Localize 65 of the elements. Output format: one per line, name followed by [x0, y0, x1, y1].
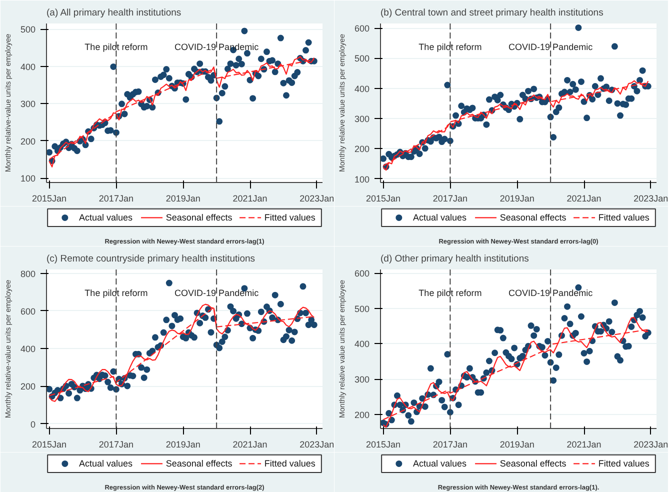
- y-tick-label: 200: [354, 144, 370, 154]
- y-tick-label: 200: [20, 382, 36, 392]
- x-tick-label: 2021Jan: [232, 194, 268, 204]
- chart-title: (c) Remote countryside primary health institutions: [46, 254, 256, 264]
- x-tick-label: 2017Jan: [98, 440, 134, 450]
- x-tick-label: 2021Jan: [566, 194, 602, 204]
- y-tick-label: 300: [20, 99, 36, 110]
- y-tick-label: 400: [20, 344, 36, 354]
- ref-line-label: COVID-19 Pandemic: [174, 288, 260, 298]
- legend-label: Actual values: [78, 212, 134, 223]
- x-tick-label: 2015Jan: [32, 440, 67, 450]
- y-tick-label: 600: [354, 24, 370, 34]
- x-tick-label: 2015Jan: [366, 440, 401, 450]
- y-tick-label: 100: [20, 174, 36, 184]
- y-tick-label: 800: [20, 268, 36, 279]
- legend-label: Seasonal effects: [166, 458, 233, 469]
- x-tick-label: 2019Jan: [166, 440, 200, 450]
- x-tick-label: 2017Jan: [432, 194, 468, 204]
- x-tick-label: 2019Jan: [500, 440, 534, 450]
- x-tick-label: 2021Jan: [566, 440, 602, 450]
- y-tick-label: 600: [354, 268, 370, 279]
- y-tick-label: 0: [30, 419, 36, 430]
- legend-label: Fitted values: [264, 212, 316, 223]
- y-tick-label: 500: [20, 24, 36, 35]
- x-tick-label: 2017Jan: [98, 194, 134, 204]
- y-tick-label: 100: [354, 174, 370, 184]
- y-tick-label: 200: [354, 410, 370, 420]
- ref-line-label: COVID-19 Pandemic: [508, 288, 594, 298]
- x-tick-label: 2023Jan: [634, 194, 668, 204]
- y-tick-label: 500: [354, 54, 370, 64]
- legend-label: Fitted values: [264, 458, 316, 469]
- x-tick-label: 2021Jan: [232, 440, 268, 450]
- legend-label: Seasonal effects: [500, 458, 567, 469]
- y-tick-label: 400: [354, 84, 370, 94]
- legend-label: Actual values: [412, 458, 468, 469]
- y-tick-label: 300: [354, 114, 370, 124]
- x-tick-label: 2023Jan: [300, 194, 334, 204]
- x-tick-label: 2023Jan: [634, 440, 668, 450]
- legend-label: Fitted values: [598, 458, 650, 469]
- chart-title: (a) All primary health institutions: [46, 8, 182, 18]
- legend-label: Seasonal effects: [500, 212, 567, 223]
- x-tick-label: 2015Jan: [32, 194, 67, 204]
- chart-title: (d) Other primary health institutions: [380, 254, 530, 264]
- x-tick-label: 2019Jan: [500, 194, 534, 204]
- legend-label: Actual values: [412, 212, 468, 223]
- x-tick-label: 2015Jan: [366, 194, 401, 204]
- ref-line-label: The pilot reform: [418, 42, 482, 52]
- y-tick-label: 400: [354, 339, 370, 350]
- legend-label: Fitted values: [598, 212, 650, 223]
- x-tick-label: 2019Jan: [166, 194, 200, 204]
- y-tick-label: 600: [20, 306, 36, 316]
- y-tick-label: 300: [354, 374, 370, 385]
- ref-line-label: The pilot reform: [418, 288, 482, 298]
- x-tick-label: 2017Jan: [432, 440, 468, 450]
- chart-title: (b) Central town and street primary health institutions: [380, 8, 604, 18]
- legend-label: Actual values: [78, 458, 134, 469]
- y-tick-label: 500: [354, 304, 370, 314]
- ref-line-label: The pilot reform: [84, 288, 148, 298]
- x-tick-label: 2023Jan: [300, 440, 334, 450]
- legend-label: Seasonal effects: [166, 212, 233, 223]
- ref-line-label: COVID-19 Pandemic: [508, 42, 594, 52]
- y-tick-label: 400: [20, 62, 36, 72]
- ref-line-label: The pilot reform: [84, 42, 148, 52]
- y-tick-label: 200: [20, 136, 36, 146]
- ref-line-label: COVID-19 Pandemic: [174, 42, 260, 52]
